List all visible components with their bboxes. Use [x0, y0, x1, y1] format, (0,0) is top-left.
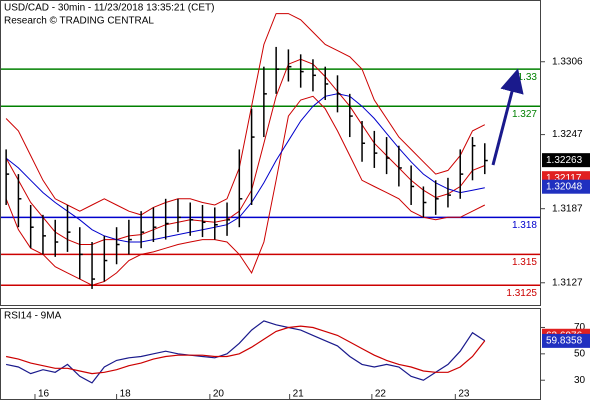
x-tick-label: 18 — [120, 389, 132, 400]
chart-subtitle: Research © TRADING CENTRAL — [4, 16, 154, 27]
y-tick-label: 30 — [574, 375, 586, 386]
level-label: 1.315 — [512, 257, 537, 268]
y-tick-label: 1.3187 — [552, 203, 583, 214]
level-label: 1.3125 — [506, 288, 537, 299]
last-value-box — [542, 333, 590, 348]
x-tick-label: 21 — [293, 389, 305, 400]
overlay-line — [5, 95, 486, 286]
level-label: 1.318 — [512, 220, 537, 231]
last-value-box — [542, 179, 590, 194]
level-label: 1.33 — [518, 72, 538, 83]
last-value-label: 59.8358 — [546, 336, 583, 347]
last-value-label: 1.32117 — [546, 173, 582, 184]
level-label: 1.327 — [512, 109, 537, 120]
y-tick-label: 1.3306 — [552, 56, 583, 67]
x-tick-label: 20 — [213, 389, 225, 400]
overlay-line — [5, 93, 485, 243]
x-tick-label: 22 — [375, 389, 387, 400]
y-tick-label: 50 — [574, 348, 586, 359]
overlay-line — [5, 13, 486, 216]
x-tick-label: 23 — [458, 389, 470, 400]
rsi-line — [5, 320, 486, 384]
y-tick-label: 70 — [574, 322, 586, 333]
x-tick-label: 16 — [38, 389, 50, 400]
last-value-label: 1.32263 — [546, 155, 583, 166]
chart-title: USD/CAD - 30min - 11/23/2018 13:35:21 (C… — [4, 3, 214, 14]
y-tick-label: 1.3247 — [552, 129, 583, 140]
forecast-arrow — [491, 68, 524, 166]
last-value-label: 1.32048 — [546, 181, 583, 192]
last-value-box — [542, 153, 590, 168]
overlay-line — [5, 58, 485, 245]
rsi-title: RSI14 - 9MA — [4, 311, 62, 322]
y-tick-label: 1.3127 — [552, 277, 583, 288]
rsi-line — [5, 325, 486, 375]
rsi-pane — [0, 308, 541, 400]
